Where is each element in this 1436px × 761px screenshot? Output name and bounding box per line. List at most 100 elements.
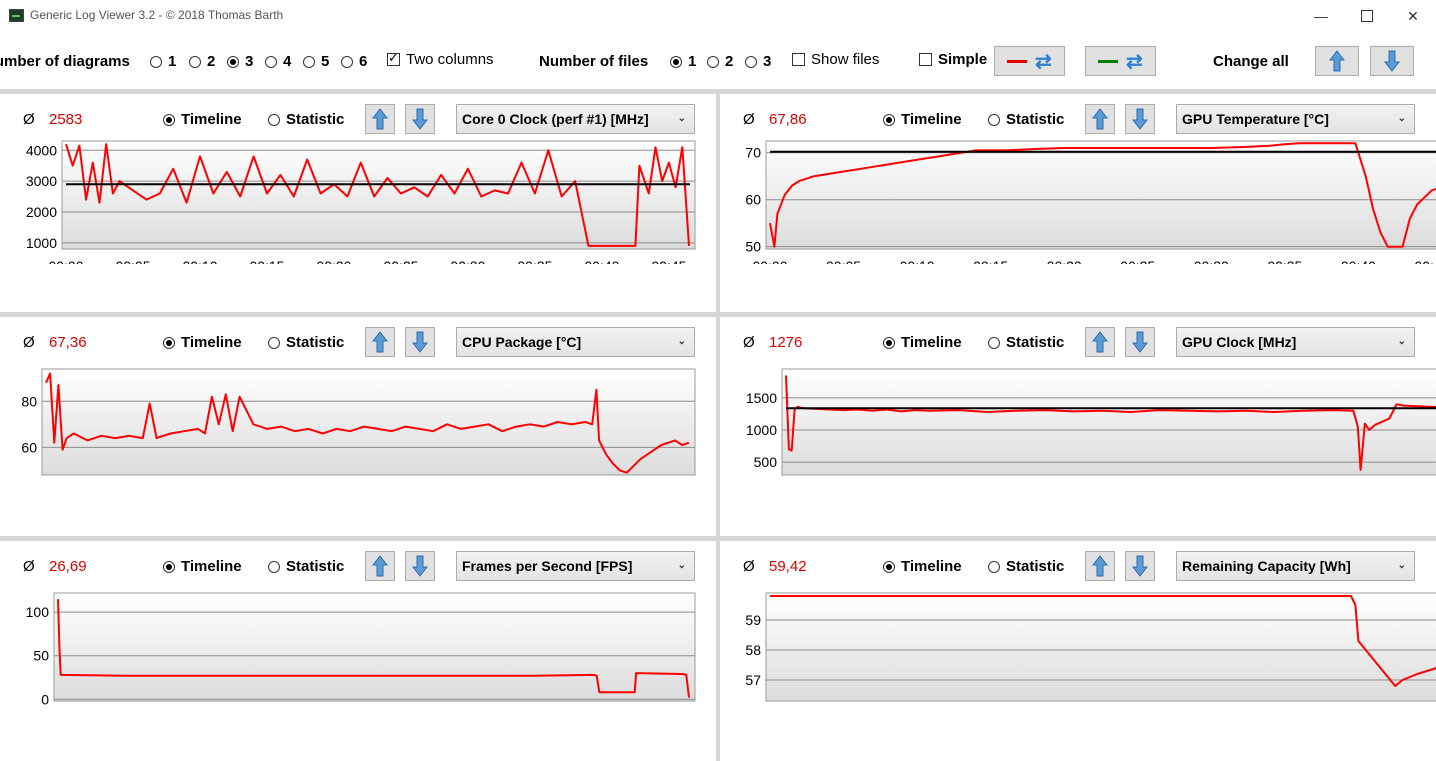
sensor-dropdown[interactable]: CPU Package [°C] ⌄ xyxy=(456,327,695,357)
radio-selected-icon xyxy=(163,560,175,573)
statistic-radio[interactable]: Statistic xyxy=(988,334,1064,351)
number-of-files-label: Number of files xyxy=(539,53,649,70)
diagrams-option-2[interactable]: 2 xyxy=(189,53,215,70)
close-button[interactable]: ✕ xyxy=(1390,0,1436,32)
y-tick-label: 57 xyxy=(745,672,761,688)
x-tick-label: 00:30 xyxy=(1194,710,1229,711)
simple-checkbox[interactable]: Simple xyxy=(919,51,999,68)
statistic-radio[interactable]: Statistic xyxy=(268,111,344,128)
x-tick-label: 00:35 xyxy=(1267,258,1302,264)
arrow-up-icon xyxy=(1329,50,1345,72)
average-value: 1276 xyxy=(769,334,803,351)
timeline-radio[interactable]: Timeline xyxy=(883,334,962,351)
arrow-down-icon xyxy=(412,108,428,130)
diagrams-option-3[interactable]: 3 xyxy=(227,53,253,70)
move-down-button[interactable] xyxy=(405,327,435,357)
x-tick-label: 00:30 xyxy=(1199,484,1234,487)
move-up-button[interactable] xyxy=(365,551,395,581)
change-all-label: Change all xyxy=(1213,53,1289,70)
x-tick-label: 00:15 xyxy=(236,484,271,487)
radio-icon xyxy=(303,55,315,68)
move-down-button[interactable] xyxy=(1125,551,1155,581)
sensor-dropdown[interactable]: Frames per Second [FPS] ⌄ xyxy=(456,551,695,581)
refresh-icon: ⇄ xyxy=(1035,51,1052,73)
diagram-panel: Ø 59,42 Timeline Statistic Remaining Capacit… xyxy=(720,541,1436,759)
plot-area xyxy=(41,368,696,476)
move-down-button[interactable] xyxy=(1125,104,1155,134)
y-tick-label: 3000 xyxy=(26,173,57,189)
show-files-checkbox[interactable]: Show files xyxy=(792,51,879,68)
change-all-down-button[interactable] xyxy=(1370,46,1414,76)
toolbar: Number of diagrams 1 2 3 4 5 6 Two colum… xyxy=(0,32,1436,89)
maximize-icon xyxy=(1361,10,1373,22)
x-tick-label: 00:20 xyxy=(1056,484,1091,487)
title-bar: Generic Log Viewer 3.2 - © 2018 Thomas B… xyxy=(0,0,1436,32)
x-tick-label: 00:25 xyxy=(380,710,415,711)
arrow-down-icon xyxy=(1132,555,1148,577)
x-tick-label: 00:45 xyxy=(1415,484,1436,487)
series-line xyxy=(45,372,690,474)
radio-icon xyxy=(150,55,162,68)
maximize-button[interactable] xyxy=(1344,0,1390,32)
files-option-3[interactable]: 3 xyxy=(745,53,771,70)
x-tick-label: 00:10 xyxy=(912,484,947,487)
timeline-radio[interactable]: Timeline xyxy=(163,334,242,351)
diagrams-option-4[interactable]: 4 xyxy=(265,53,291,70)
change-all-up-button[interactable] xyxy=(1315,46,1359,76)
statistic-radio[interactable]: Statistic xyxy=(268,558,344,575)
move-up-button[interactable] xyxy=(365,327,395,357)
files-option-1[interactable]: 1 xyxy=(670,53,696,70)
move-down-button[interactable] xyxy=(405,551,435,581)
radio-icon xyxy=(707,55,719,68)
y-tick-label: 1000 xyxy=(26,235,57,251)
diagrams-option-1[interactable]: 1 xyxy=(150,53,176,70)
file2-color-button[interactable]: ⇄ xyxy=(1085,46,1156,76)
move-up-button[interactable] xyxy=(365,104,395,134)
x-tick-label: 00:25 xyxy=(1120,258,1155,264)
timeline-radio[interactable]: Timeline xyxy=(883,111,962,128)
radio-label: Timeline xyxy=(901,111,962,128)
diagrams-option-6[interactable]: 6 xyxy=(341,53,367,70)
sensor-dropdown[interactable]: Remaining Capacity [Wh] ⌄ xyxy=(1176,551,1415,581)
x-tick-label: 00:45 xyxy=(1414,710,1436,711)
move-down-button[interactable] xyxy=(1125,327,1155,357)
radio-selected-icon xyxy=(883,560,895,573)
sensor-dropdown[interactable]: GPU Temperature [°C] ⌄ xyxy=(1176,104,1415,134)
diagrams-option-5[interactable]: 5 xyxy=(303,53,329,70)
sensor-dropdown[interactable]: Core 0 Clock (perf #1) [MHz] ⌄ xyxy=(456,104,695,134)
files-option-2[interactable]: 2 xyxy=(707,53,733,70)
move-up-button[interactable] xyxy=(1085,327,1115,357)
move-up-button[interactable] xyxy=(1085,551,1115,581)
x-tick-label: 00:30 xyxy=(450,258,485,264)
x-tick-label: 00:30 xyxy=(448,710,483,711)
statistic-radio[interactable]: Statistic xyxy=(268,334,344,351)
x-tick-label: 00:35 xyxy=(517,258,552,264)
line-chart: 0 50 100 00:00 00:05 00:10 00:15 00:20 00:25 00:3… xyxy=(26,592,696,711)
arrow-up-icon xyxy=(1092,331,1108,353)
x-tick-label: 00:10 xyxy=(900,258,935,264)
average-value: 67,86 xyxy=(769,111,807,128)
x-tick-label: 00:10 xyxy=(182,258,217,264)
two-columns-checkbox[interactable]: Two columns xyxy=(387,50,494,68)
arrow-up-icon xyxy=(372,331,388,353)
minimize-button[interactable]: — xyxy=(1298,0,1344,32)
move-down-button[interactable] xyxy=(405,104,435,134)
y-tick-label: 58 xyxy=(745,642,761,658)
statistic-radio[interactable]: Statistic xyxy=(988,558,1064,575)
arrow-down-icon xyxy=(1132,108,1148,130)
timeline-radio[interactable]: Timeline xyxy=(163,558,242,575)
timeline-radio[interactable]: Timeline xyxy=(883,558,962,575)
sensor-name: GPU Clock [MHz] xyxy=(1182,334,1297,350)
arrow-down-icon xyxy=(1384,50,1400,72)
line-chart: 500 1000 1500 00:00 00:05 00:10 00:15 00:20 00:2… xyxy=(746,368,1436,487)
x-tick-label: 00:10 xyxy=(176,710,211,711)
radio-icon xyxy=(988,336,1000,349)
timeline-radio[interactable]: Timeline xyxy=(163,111,242,128)
x-tick-label: 00:20 xyxy=(316,258,351,264)
sensor-dropdown[interactable]: GPU Clock [MHz] ⌄ xyxy=(1176,327,1415,357)
sensor-name: Frames per Second [FPS] xyxy=(462,558,633,574)
move-up-button[interactable] xyxy=(1085,104,1115,134)
statistic-radio[interactable]: Statistic xyxy=(988,111,1064,128)
file1-color-button[interactable]: ⇄ xyxy=(994,46,1065,76)
diagram-panel: Ø 1276 Timeline Statistic GPU Clock [MHz] ⌄ 50… xyxy=(720,317,1436,535)
